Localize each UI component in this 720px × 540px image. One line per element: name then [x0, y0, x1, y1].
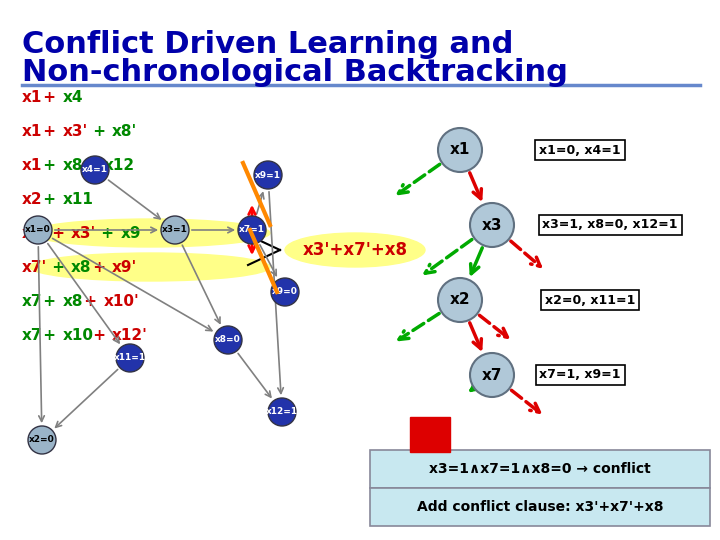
Text: x9': x9' [112, 260, 138, 274]
Text: x7': x7' [22, 226, 48, 240]
Text: x3': x3' [63, 124, 89, 138]
Text: x11=1: x11=1 [114, 354, 146, 362]
Text: x4=1: x4=1 [82, 165, 108, 174]
Text: x2=0: x2=0 [29, 435, 55, 444]
Text: x1=0, x4=1: x1=0, x4=1 [539, 144, 621, 157]
Circle shape [214, 326, 242, 354]
Text: x9: x9 [120, 226, 141, 240]
Text: x8: x8 [63, 294, 84, 308]
Circle shape [116, 344, 144, 372]
Text: x3: x3 [482, 218, 503, 233]
Bar [370, 488, 710, 526]
Text: +: + [38, 124, 62, 138]
Text: +: + [38, 90, 62, 105]
Text: +: + [96, 226, 119, 240]
Circle shape [28, 426, 56, 454]
Text: x9=1: x9=1 [255, 171, 281, 179]
Text: x7: x7 [22, 294, 42, 308]
Text: +: + [38, 192, 62, 206]
Ellipse shape [30, 219, 270, 247]
Text: +: + [47, 260, 70, 274]
Text: x1: x1 [450, 143, 470, 158]
Circle shape [268, 398, 296, 426]
Text: x1: x1 [22, 90, 42, 105]
Circle shape [438, 278, 482, 322]
Circle shape [161, 216, 189, 244]
Text: x4: x4 [63, 90, 84, 105]
Circle shape [470, 353, 514, 397]
Ellipse shape [30, 253, 270, 281]
Circle shape [238, 216, 266, 244]
Text: x12': x12' [112, 327, 148, 342]
Circle shape [271, 278, 299, 306]
Text: x3=1, x8=0, x12=1: x3=1, x8=0, x12=1 [542, 219, 678, 232]
Text: x11: x11 [63, 192, 94, 206]
Text: +: + [88, 260, 111, 274]
Ellipse shape [285, 233, 425, 267]
Text: x8: x8 [71, 260, 91, 274]
Text: x3=1∧x7=1∧x8=0 → conflict: x3=1∧x7=1∧x8=0 → conflict [429, 462, 651, 476]
Text: x7=1, x9=1: x7=1, x9=1 [539, 368, 621, 381]
Text: Non-chronological Backtracking: Non-chronological Backtracking [22, 58, 568, 87]
Text: x12: x12 [104, 158, 135, 172]
Text: x10': x10' [104, 294, 140, 308]
Circle shape [254, 161, 282, 189]
Bar [410, 417, 450, 452]
Text: x10: x10 [63, 327, 94, 342]
Bar [370, 450, 710, 488]
Text: x3=1: x3=1 [162, 226, 188, 234]
Text: +: + [47, 226, 70, 240]
Text: Conflict Driven Learning and: Conflict Driven Learning and [22, 30, 513, 59]
Circle shape [24, 216, 52, 244]
Text: Add conflict clause: x3'+x7'+x8: Add conflict clause: x3'+x7'+x8 [417, 500, 663, 514]
Circle shape [470, 203, 514, 247]
Text: x1: x1 [22, 158, 42, 172]
Text: x3': x3' [71, 226, 96, 240]
Text: +: + [88, 327, 111, 342]
Text: +: + [38, 158, 62, 172]
Text: x8': x8' [112, 124, 138, 138]
Text: +: + [88, 124, 111, 138]
Circle shape [438, 128, 482, 172]
Text: x12=1: x12=1 [266, 408, 298, 416]
Text: +: + [79, 158, 103, 172]
Text: x8: x8 [63, 158, 84, 172]
Circle shape [81, 156, 109, 184]
Text: x7: x7 [22, 327, 42, 342]
Text: +: + [38, 294, 62, 308]
Text: +: + [38, 327, 62, 342]
Text: x1: x1 [22, 124, 42, 138]
Text: x9=0: x9=0 [272, 287, 298, 296]
Text: +: + [79, 294, 103, 308]
Text: x2: x2 [450, 293, 470, 307]
Text: x7': x7' [22, 260, 48, 274]
Text: x8=0: x8=0 [215, 335, 241, 345]
Text: x1=0: x1=0 [25, 226, 51, 234]
Text: x3'+x7'+x8: x3'+x7'+x8 [302, 241, 408, 259]
Text: x2=0, x11=1: x2=0, x11=1 [545, 294, 635, 307]
Text: x7=1: x7=1 [239, 226, 265, 234]
Text: x7: x7 [482, 368, 503, 382]
Text: x2: x2 [22, 192, 42, 206]
